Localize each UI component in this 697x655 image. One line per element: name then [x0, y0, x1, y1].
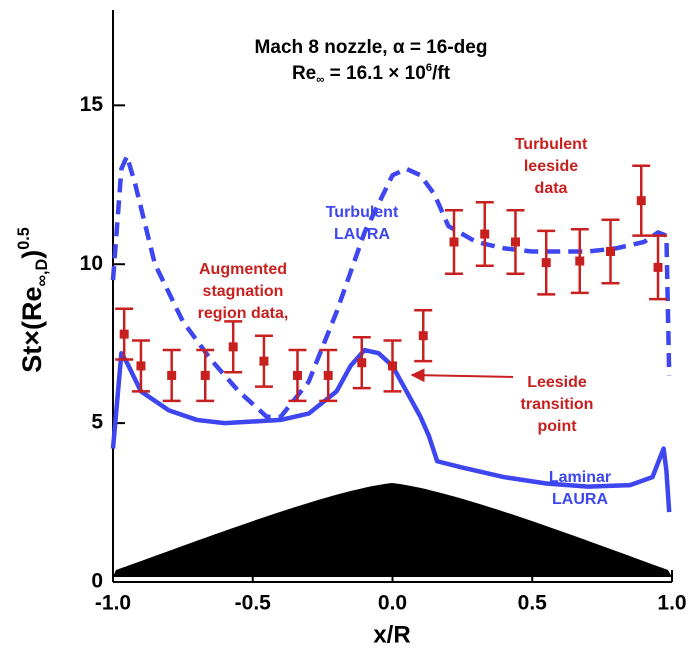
- annotation: leeside: [524, 158, 578, 175]
- annotation: region data,: [198, 305, 289, 322]
- text-part: Re: [292, 63, 316, 84]
- annotation: stagnation: [203, 283, 284, 300]
- x-axis-label: x/R: [373, 621, 410, 648]
- annotation: Turbulent: [515, 136, 588, 153]
- annotation: transition: [521, 396, 594, 413]
- chart-title: Re∞ = 16.1 × 106/ft: [292, 62, 451, 86]
- annotation: data: [535, 180, 568, 197]
- text-part: ): [17, 250, 47, 259]
- data-point: [388, 361, 397, 371]
- data-point: [119, 329, 129, 339]
- data-point: [418, 331, 428, 341]
- x-tick-label: 0.0: [378, 592, 407, 615]
- data-point: [259, 356, 269, 366]
- data-point: [167, 370, 177, 380]
- body-silhouette: [113, 483, 672, 577]
- text-part: ∞: [316, 74, 324, 86]
- data-point: [449, 237, 459, 247]
- text-part: 6: [426, 62, 432, 74]
- data-point: [357, 358, 367, 368]
- data-point: [541, 258, 551, 268]
- text-part: 0.5: [15, 227, 33, 250]
- text-part: Mach 8 nozzle, α = 16-deg: [255, 37, 488, 58]
- text-part: /ft: [432, 63, 451, 84]
- data-point: [636, 196, 646, 206]
- data-point: [653, 262, 663, 272]
- data-point: [480, 229, 490, 239]
- x-tick-label: -1.0: [95, 592, 131, 615]
- text-part: ∞,D: [33, 258, 51, 286]
- x-tick-label: 1.0: [657, 592, 686, 615]
- data-point: [606, 247, 616, 257]
- y-tick-label: 5: [91, 411, 103, 434]
- line: [110, 347, 672, 513]
- chart-title: Mach 8 nozzle, α = 16-deg: [255, 37, 488, 58]
- data-point: [510, 237, 520, 247]
- data-point: [136, 361, 146, 371]
- annotation: Turbulent: [326, 204, 399, 221]
- y-tick-label: 10: [80, 252, 103, 275]
- annotation: Leeside: [527, 374, 587, 391]
- annotation: LAURA: [334, 226, 390, 243]
- text-part: = 16.1 × 10: [324, 63, 425, 84]
- data-point: [200, 370, 210, 380]
- y-tick-label: 15: [80, 93, 104, 116]
- data-point: [575, 256, 585, 266]
- y-tick-label: 0: [91, 570, 103, 593]
- x-tick-label: 0.5: [518, 592, 548, 615]
- annotation-arrow: [410, 368, 514, 383]
- data-point: [228, 342, 238, 352]
- text-part: St×(Re: [17, 286, 47, 372]
- x-tick-label: -0.5: [235, 592, 272, 615]
- line: [110, 153, 672, 420]
- data-point: [292, 370, 302, 380]
- annotation: Augmented: [199, 261, 287, 278]
- data-point: [323, 370, 333, 380]
- annotation: point: [537, 418, 577, 435]
- annotation: Laminar: [549, 469, 611, 486]
- annotation: LAURA: [552, 491, 608, 508]
- y-axis-label: St×(Re∞,D)0.5: [15, 227, 51, 373]
